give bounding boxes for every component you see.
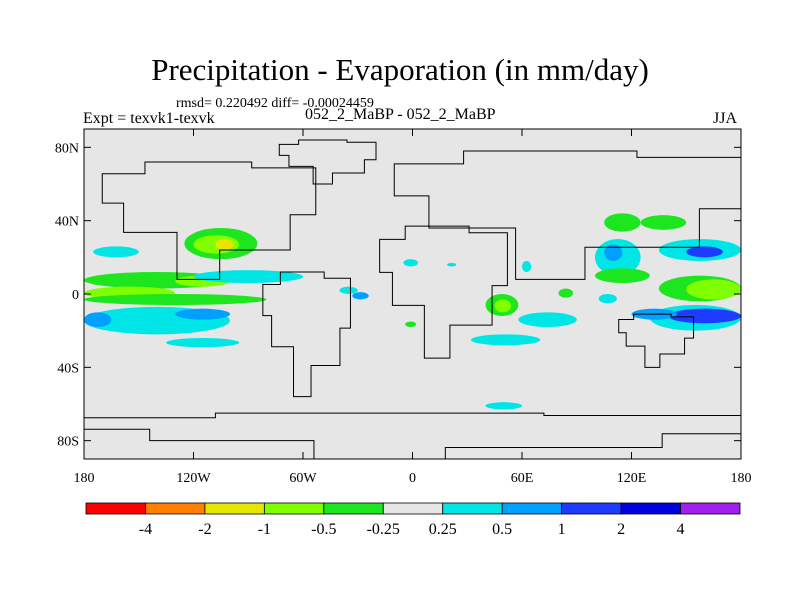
colorbar-label: -0.25 [367,521,400,538]
colorbar-label: 2 [617,521,625,538]
anomaly-region-21 [485,402,522,410]
y-tick-label: 40N [55,215,79,230]
anomaly-region-33 [668,308,741,324]
x-tick-label: 60W [289,471,317,486]
anomaly-region-3 [215,239,234,250]
anomaly-region-23 [604,213,641,232]
y-tick-label: 40S [57,361,79,376]
anomaly-region-0 [93,246,139,258]
anomaly-region-19 [470,334,541,346]
anomaly-region-35 [598,294,617,304]
anomaly-region-24 [640,215,687,230]
x-tick-label: 0 [409,471,416,486]
coastline-north-america [101,161,317,280]
anomaly-region-22 [522,261,532,272]
colorbar-swatch [263,502,325,515]
colorbar-label: 1 [558,521,566,538]
colorbar-label: -2 [198,521,211,538]
colorbar-swatch [323,502,384,515]
x-tick-label: 180 [731,471,752,486]
axis-ticks: 180 120W 60W 0 60E 120E 180 80N 40N 0 40S 80S [55,129,752,486]
colorbar-swatch [382,502,444,515]
colorbar-label: 0.5 [492,521,512,538]
colorbar-swatch [442,502,503,515]
anomaly-region-26 [604,244,623,261]
y-tick-label: 80N [55,141,79,156]
anomaly-region-14 [352,292,369,300]
colorbar-swatch [501,502,563,515]
colorbar-swatch [620,502,681,515]
coastline-south-america [262,271,351,398]
colorbar: -4 -2 -1 -0.5 -0.25 0.25 0.5 1 2 4 [85,502,741,538]
anomaly-region-6 [193,270,303,284]
colorbar-label: -1 [258,521,271,538]
coastline-africa [379,225,508,359]
colorbar-label: -0.5 [311,521,336,538]
coastline-antarctica [84,412,741,459]
anomaly-region-16 [447,262,457,267]
season-label: JJA [713,110,738,127]
anomaly-region-29 [686,246,723,258]
anomaly-region-37 [405,321,417,327]
x-tick-label: 120W [176,471,211,486]
colorbar-swatch [680,502,741,515]
plot-background [84,129,741,459]
x-tick-label: 180 [74,471,95,486]
x-tick-label: 60E [511,471,534,486]
coastline-greenland [278,139,377,185]
colorbar-label: 0.25 [429,521,457,538]
experiment-label: Expt = texvk1-texvk [83,110,215,127]
colorbar-label: -4 [139,521,152,538]
colorbar-label: 4 [677,521,685,538]
anomaly-region-27 [595,268,650,283]
colorbar-swatch [204,502,265,515]
y-tick-label: 0 [72,288,79,303]
colorbar-swatch [85,502,146,515]
stats-label: rmsd= 0.220492 diff= -0.00024459 [176,96,374,111]
y-tick-label: 80S [57,435,79,450]
coastline-layer [84,139,741,459]
coastline-australia [618,313,695,368]
anomaly-region-36 [558,288,574,298]
anomaly-region-31 [686,279,741,300]
anomaly-region-20 [518,312,577,327]
coastline-europe-asia [393,150,741,280]
anomaly-region-18 [494,299,512,313]
anomaly-region-13 [339,286,358,295]
anomaly-region-10 [84,312,112,327]
x-tick-label: 120E [617,471,647,486]
period-label: 052_2_MaBP - 052_2_MaBP [305,106,496,123]
colorbar-swatch [145,502,206,515]
anomaly-region-11 [175,308,230,320]
chart-title: Precipitation - Evaporation (in mm/day) [151,52,649,87]
anomaly-layer [84,213,741,410]
colorbar-swatch [561,502,622,515]
anomaly-region-15 [403,259,418,267]
anomaly-region-12 [166,338,240,348]
anomaly-region-8 [84,294,267,305]
